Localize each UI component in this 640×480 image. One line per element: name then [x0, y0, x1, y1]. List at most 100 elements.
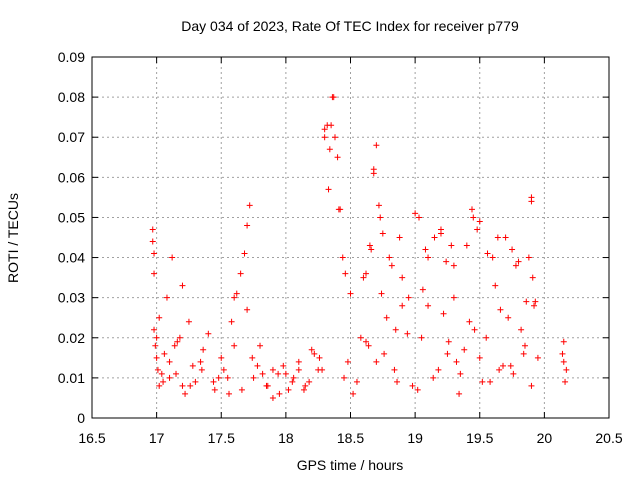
- data-point: [302, 382, 309, 389]
- data-point: [187, 382, 194, 389]
- data-point: [350, 390, 357, 397]
- data-point: [210, 378, 217, 385]
- data-point: [431, 234, 438, 241]
- data-point: [179, 282, 186, 289]
- data-point: [154, 366, 161, 373]
- data-point: [269, 394, 276, 401]
- data-point: [399, 302, 406, 309]
- data-point: [233, 290, 240, 297]
- data-point: [392, 326, 399, 333]
- data-point: [443, 258, 450, 265]
- data-point: [308, 346, 315, 353]
- data-point: [237, 270, 244, 277]
- data-point: [220, 366, 227, 373]
- data-point: [437, 230, 444, 237]
- data-point: [189, 362, 196, 369]
- data-point: [422, 246, 429, 253]
- data-point: [457, 370, 464, 377]
- data-point: [534, 354, 541, 361]
- data-point: [399, 274, 406, 281]
- data-point: [483, 334, 490, 341]
- data-point: [425, 302, 432, 309]
- y-tick-label: 0.06: [58, 169, 85, 185]
- x-tick-label: 20.5: [595, 430, 622, 446]
- data-point: [509, 246, 516, 253]
- data-point: [158, 370, 165, 377]
- data-point: [521, 342, 528, 349]
- x-tick-label: 16.5: [78, 430, 105, 446]
- data-point: [489, 254, 496, 261]
- data-point: [331, 134, 338, 141]
- data-point: [295, 366, 302, 373]
- data-point: [528, 198, 535, 205]
- data-point: [357, 334, 364, 341]
- data-point: [418, 334, 425, 341]
- data-point: [494, 234, 501, 241]
- y-tick-label: 0.03: [58, 290, 85, 306]
- data-point: [507, 362, 514, 369]
- data-point: [381, 350, 388, 357]
- data-point: [176, 334, 183, 341]
- data-point: [379, 230, 386, 237]
- data-point: [373, 142, 380, 149]
- data-point: [525, 254, 532, 261]
- data-point: [341, 374, 348, 381]
- data-point: [396, 234, 403, 241]
- data-point: [520, 350, 527, 357]
- data-point: [174, 338, 181, 345]
- data-point: [153, 354, 160, 361]
- data-point: [487, 378, 494, 385]
- data-point: [353, 378, 360, 385]
- data-point: [166, 374, 173, 381]
- data-points: [149, 94, 570, 401]
- data-point: [264, 382, 271, 389]
- data-point: [373, 358, 380, 365]
- data-point: [456, 390, 463, 397]
- data-point: [375, 202, 382, 209]
- x-axis-label: GPS time / hours: [297, 457, 404, 473]
- data-point: [476, 218, 483, 225]
- data-point: [231, 294, 238, 301]
- y-tick-label: 0.04: [58, 250, 85, 266]
- data-point: [205, 330, 212, 337]
- data-point: [388, 262, 395, 269]
- data-point: [497, 306, 504, 313]
- data-point: [324, 122, 331, 129]
- data-point: [198, 366, 205, 373]
- data-point: [479, 378, 486, 385]
- data-point: [153, 334, 160, 341]
- data-point: [529, 274, 536, 281]
- data-point: [289, 378, 296, 385]
- data-point: [238, 386, 245, 393]
- data-point: [285, 386, 292, 393]
- x-tick-label: 20: [537, 430, 553, 446]
- data-point: [404, 330, 411, 337]
- data-point: [339, 254, 346, 261]
- data-point: [151, 250, 158, 257]
- data-point: [560, 338, 567, 345]
- data-point: [363, 270, 370, 277]
- data-point: [500, 362, 507, 369]
- data-point: [414, 386, 421, 393]
- data-point: [226, 390, 233, 397]
- data-point: [166, 358, 173, 365]
- data-point: [562, 378, 569, 385]
- data-point: [448, 242, 455, 249]
- data-point: [347, 290, 354, 297]
- data-point: [295, 358, 302, 365]
- data-point: [257, 342, 264, 349]
- y-tick-label: 0.05: [58, 209, 85, 225]
- data-point: [466, 318, 473, 325]
- y-tick-label: 0.08: [58, 89, 85, 105]
- x-tick-label: 19.5: [466, 430, 493, 446]
- data-point: [559, 350, 566, 357]
- y-tick-label: 0: [77, 410, 85, 426]
- y-axis-label: ROTI / TECUs: [5, 193, 21, 283]
- data-point: [151, 326, 158, 333]
- data-point: [366, 242, 373, 249]
- y-tick-label: 0.07: [58, 129, 85, 145]
- data-point: [502, 234, 509, 241]
- data-point: [360, 274, 367, 281]
- data-point: [560, 358, 567, 365]
